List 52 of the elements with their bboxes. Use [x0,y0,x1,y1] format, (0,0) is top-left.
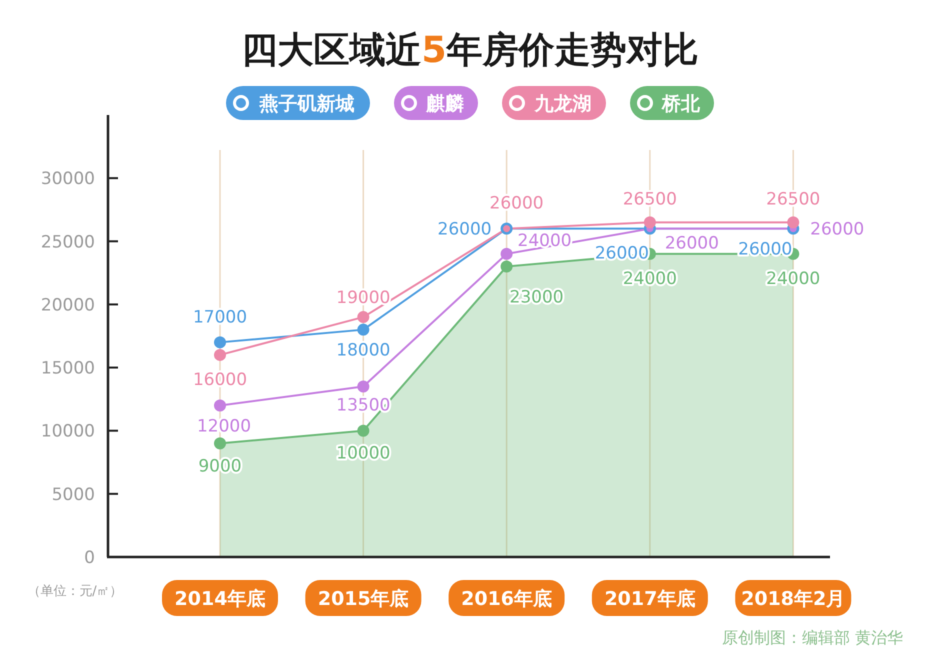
y-tick-label: 10000 [40,422,95,442]
data-label: 26000 [664,234,719,254]
point [500,260,513,273]
legend-item: 桥北 [630,86,714,120]
point [214,437,226,450]
data-label: 24000 [766,268,820,289]
x-tick-label: 2018年2月 [741,588,846,610]
data-label: 26500 [766,189,820,210]
data-label: 19000 [336,288,390,308]
legend-item: 九龙湖 [502,86,606,120]
point [357,380,370,393]
point [357,324,370,336]
legend-label: 桥北 [661,93,701,115]
data-label: 18000 [336,340,390,361]
data-label: 12000 [196,416,252,436]
y-tick-label: 15000 [40,358,95,379]
x-tick-label: 2016年底 [461,588,552,610]
data-label: 26000 [810,220,864,240]
chart-title: 四大区域近5年房价走势对比 [241,30,699,71]
point [500,248,513,260]
text: 原创制图：编辑部 黄治华 [722,628,903,647]
data-label: 24000 [518,230,572,251]
data-label: 26500 [622,189,677,210]
data-label: 10000 [336,444,390,464]
data-label: 9000 [198,456,242,476]
point [214,399,226,412]
y-tick-label: 20000 [40,295,95,316]
y-tick-label: 5000 [52,484,95,505]
y-tick-label: 25000 [40,232,95,252]
data-label: 17000 [192,307,248,328]
data-label: 16000 [192,370,248,390]
point [644,216,656,228]
x-tick-label: 2014年底 [174,588,266,610]
point [357,424,370,437]
legend-item: 燕子矶新城 [226,86,370,120]
point [787,216,800,228]
legend-item: 麒麟 [394,86,478,120]
data-label: 23000 [510,288,564,308]
y-tick-label: 30000 [40,169,95,190]
x-tick-label: 2015年底 [318,588,409,610]
point [214,336,226,348]
point [214,348,226,361]
x-tick-label: 2017年底 [604,588,696,610]
y-axis-title: （单位：元/㎡） [27,584,123,599]
data-label: 24000 [622,268,677,289]
data-label: 26000 [438,220,492,240]
legend-label: 麒麟 [425,93,464,115]
y-tick-label: 0 [84,548,95,568]
legend-label: 九龙湖 [534,93,592,115]
point [357,311,370,324]
data-label: 26000 [490,194,544,214]
legend-label: 燕子矶新城 [258,93,354,115]
